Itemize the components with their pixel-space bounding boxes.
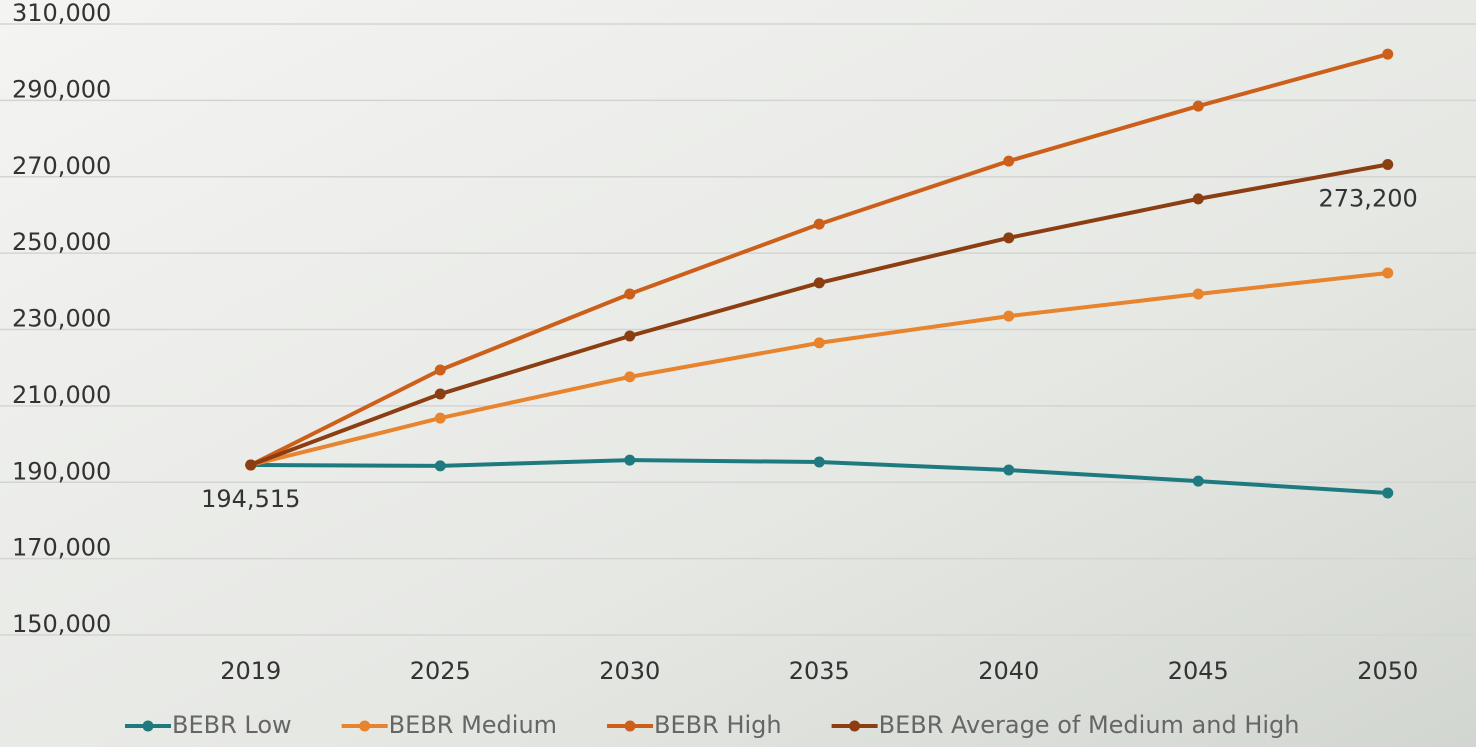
- y-tick-label: 270,000: [12, 152, 111, 180]
- x-tick-label: 2050: [1357, 657, 1418, 685]
- data-point: [1382, 159, 1394, 171]
- data-point: [1192, 100, 1204, 112]
- data-point: [813, 337, 825, 349]
- x-tick-label: 2045: [1168, 657, 1229, 685]
- legend-marker: [624, 720, 636, 732]
- data-point: [624, 454, 636, 466]
- y-tick-label: 150,000: [12, 610, 111, 638]
- y-tick-label: 230,000: [12, 305, 111, 333]
- data-point: [624, 288, 636, 300]
- x-tick-label: 2025: [410, 657, 471, 685]
- data-point: [624, 330, 636, 342]
- y-tick-label: 190,000: [12, 457, 111, 485]
- legend-label: BEBR Medium: [389, 711, 557, 739]
- data-point: [434, 412, 446, 424]
- data-point: [813, 277, 825, 289]
- data-point: [624, 371, 636, 383]
- data-point: [813, 456, 825, 468]
- legend-label: BEBR High: [654, 711, 782, 739]
- data-point: [245, 459, 257, 471]
- data-point: [1003, 464, 1015, 476]
- legend-label: BEBR Average of Medium and High: [879, 711, 1300, 739]
- data-point: [1382, 48, 1394, 60]
- data-label: 194,515: [201, 485, 300, 513]
- data-point: [813, 218, 825, 230]
- y-tick-label: 250,000: [12, 228, 111, 256]
- data-point: [1003, 155, 1015, 167]
- y-tick-label: 290,000: [12, 75, 111, 103]
- x-tick-label: 2030: [599, 657, 660, 685]
- data-label: 273,200: [1319, 185, 1418, 213]
- data-point: [434, 388, 446, 400]
- data-point: [1003, 310, 1015, 322]
- data-point: [1003, 232, 1015, 244]
- data-point: [434, 364, 446, 376]
- data-point: [434, 460, 446, 472]
- data-point: [1382, 267, 1394, 279]
- y-tick-label: 210,000: [12, 381, 111, 409]
- y-tick-label: 310,000: [12, 0, 111, 27]
- data-point: [1192, 193, 1204, 205]
- x-tick-label: 2040: [978, 657, 1039, 685]
- x-tick-label: 2035: [789, 657, 850, 685]
- y-tick-label: 170,000: [12, 534, 111, 562]
- legend-marker: [359, 720, 371, 732]
- legend-label: BEBR Low: [172, 711, 292, 739]
- data-point: [1382, 487, 1394, 499]
- data-point: [1192, 475, 1204, 487]
- data-point: [1192, 288, 1204, 300]
- legend-marker: [849, 720, 861, 732]
- x-tick-label: 2019: [220, 657, 281, 685]
- legend-marker: [142, 720, 154, 732]
